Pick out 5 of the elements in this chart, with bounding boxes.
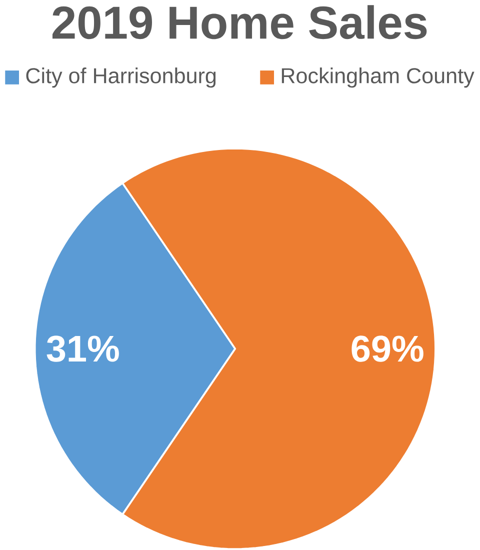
- data-label: 31%: [46, 336, 120, 362]
- chart-title: 2019 Home Sales: [52, 5, 427, 40]
- data-label: 69%: [352, 336, 424, 362]
- legend-label: City of Harrisonburg: [26, 68, 216, 88]
- legend-label: Rockingham County: [282, 68, 475, 88]
